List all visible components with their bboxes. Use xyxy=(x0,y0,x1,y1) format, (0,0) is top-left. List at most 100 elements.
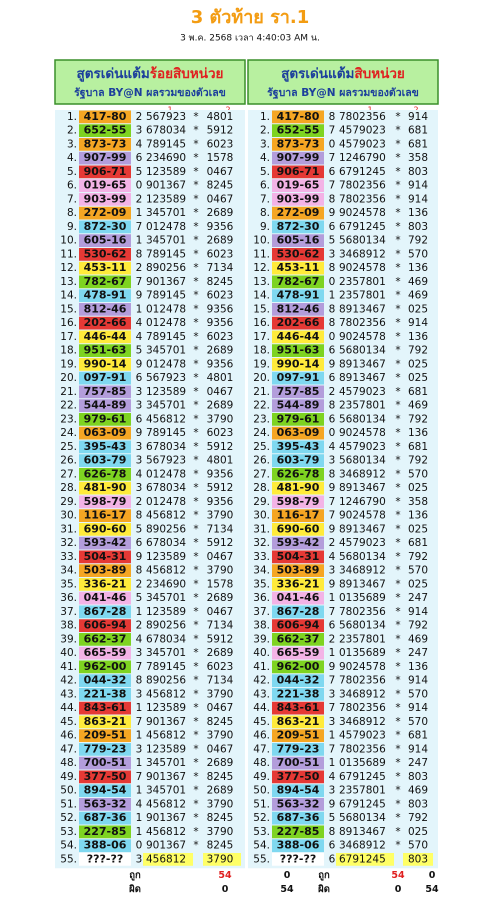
mark: * xyxy=(395,716,400,728)
mark: * xyxy=(395,372,400,384)
code: 662-37 xyxy=(277,632,320,645)
code-cell xyxy=(79,413,131,426)
code: 872-30 xyxy=(84,220,127,233)
mark: * xyxy=(193,413,198,425)
code-cell xyxy=(79,289,131,302)
row-number: 27. xyxy=(253,468,270,480)
digit-set: 456812 xyxy=(146,413,186,425)
digit: 7 xyxy=(329,125,336,137)
digit: 9 xyxy=(329,798,336,810)
code: 951-63 xyxy=(277,344,320,357)
row-number: 12. xyxy=(60,262,77,274)
digit: 0 xyxy=(329,276,336,288)
digit-set: 123589 xyxy=(146,551,186,563)
code-cell xyxy=(272,784,324,797)
digit: 8 xyxy=(136,675,143,687)
row-number: 33. xyxy=(60,551,77,563)
digit-set: 890256 xyxy=(146,620,186,632)
code-cell xyxy=(272,371,324,385)
code-cell xyxy=(272,605,324,619)
sum: 6023 xyxy=(207,331,234,343)
mark: * xyxy=(395,606,400,618)
row-number: 55. xyxy=(60,853,77,865)
footer-cell: 54 xyxy=(425,884,439,895)
digit-set: 678034 xyxy=(146,125,186,137)
code-cell xyxy=(79,358,131,371)
digit: 7 xyxy=(136,661,143,673)
code: 377-50 xyxy=(277,770,320,783)
sum: 0467 xyxy=(207,193,234,205)
code: 563-32 xyxy=(277,797,320,810)
mark: * xyxy=(193,812,198,824)
row-number: 14. xyxy=(253,290,270,302)
mark: * xyxy=(193,688,198,700)
code: 388-06 xyxy=(277,839,320,852)
mark: * xyxy=(395,290,400,302)
code-cell xyxy=(79,536,131,550)
header-highlight: ร้อยสิบหน่วย xyxy=(150,66,224,82)
code-cell xyxy=(272,138,324,151)
digit: 4 xyxy=(136,331,143,343)
digit-set: 345701 xyxy=(146,207,186,219)
code: 894-54 xyxy=(84,784,127,797)
mark: * xyxy=(395,661,400,673)
row-number: 50. xyxy=(253,785,270,797)
code: 700-51 xyxy=(277,756,320,769)
digit: 8 xyxy=(329,193,336,205)
mark: * xyxy=(193,111,198,123)
digit: 1 xyxy=(136,812,143,824)
footer-cell: 54 xyxy=(218,870,232,881)
row-number: 47. xyxy=(253,743,270,755)
digit-set: 8913467 xyxy=(339,578,386,590)
sum: 8245 xyxy=(207,276,234,288)
sum: 9356 xyxy=(207,496,234,508)
digit-set: 9024578 xyxy=(339,331,386,343)
code-cell xyxy=(79,151,131,165)
digit-set: 7802356 xyxy=(339,743,386,755)
digit: 2 xyxy=(329,633,336,645)
mark: * xyxy=(395,496,400,508)
mark: * xyxy=(193,798,198,810)
code: 757-85 xyxy=(84,385,127,398)
sum: 8245 xyxy=(207,840,234,852)
code-cell xyxy=(272,151,324,165)
row-number: 49. xyxy=(60,771,77,783)
code-cell xyxy=(79,330,131,344)
digit-set: 234690 xyxy=(146,152,186,164)
mark: * xyxy=(395,138,400,150)
code-cell xyxy=(272,316,324,330)
sum: 469 xyxy=(408,785,428,797)
digit-set: 012478 xyxy=(146,303,186,315)
row-number: 51. xyxy=(60,798,77,810)
code-cell xyxy=(79,839,131,852)
digit-set: 345701 xyxy=(146,647,186,659)
row-number: 14. xyxy=(60,290,77,302)
code: 951-63 xyxy=(84,344,127,357)
code-cell xyxy=(272,743,324,756)
code-cell xyxy=(79,591,131,605)
digit-set: 6791245 xyxy=(339,853,386,865)
row-number: 45. xyxy=(60,716,77,728)
code: 417-80 xyxy=(84,110,127,123)
mark: * xyxy=(395,125,400,137)
row-number: 13. xyxy=(253,276,270,288)
sum: 792 xyxy=(408,551,428,563)
code-cell xyxy=(272,413,324,426)
digit: 9 xyxy=(136,290,143,302)
digit: 6 xyxy=(329,372,336,384)
digit: 7 xyxy=(329,180,336,192)
digit: 8 xyxy=(136,510,143,522)
code-cell xyxy=(272,770,324,784)
digit: 4 xyxy=(136,798,143,810)
row-number: 23. xyxy=(60,413,77,425)
digit-set: 6791245 xyxy=(339,166,386,178)
row-number: 16. xyxy=(60,317,77,329)
digit: 1 xyxy=(136,606,143,618)
digit-set: 456812 xyxy=(146,510,186,522)
code: 906-71 xyxy=(84,165,127,178)
digit: 3 xyxy=(136,647,143,659)
code-cell xyxy=(79,564,131,577)
digit-set: 7802356 xyxy=(339,606,386,618)
mark: * xyxy=(395,468,400,480)
digit-set: 5680134 xyxy=(339,551,386,563)
